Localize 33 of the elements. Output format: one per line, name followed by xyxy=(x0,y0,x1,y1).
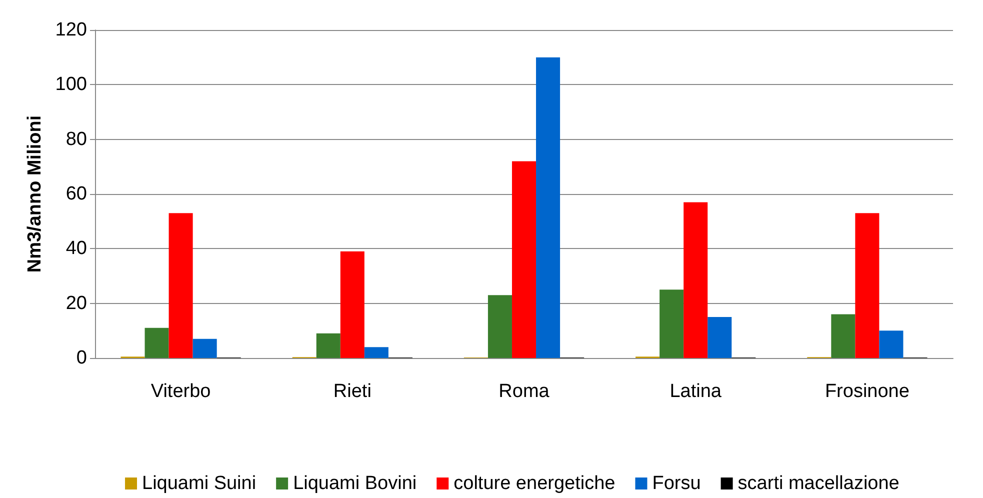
x-tick-label: Frosinone xyxy=(824,381,910,402)
bar xyxy=(192,338,217,358)
y-tick-label: 20 xyxy=(66,292,87,314)
bar xyxy=(536,57,560,358)
x-tick-label: Rieti xyxy=(333,381,372,402)
bar xyxy=(855,213,880,358)
legend-label: Liquami Suini xyxy=(142,473,256,494)
bar xyxy=(144,328,169,358)
bar xyxy=(316,333,340,358)
legend-label: Liquami Bovini xyxy=(293,473,417,494)
bar xyxy=(488,295,512,358)
x-tick-label: Latina xyxy=(670,381,722,402)
bar xyxy=(879,330,904,358)
x-tick-label: Roma xyxy=(498,381,550,402)
legend-label: Forsu xyxy=(652,473,701,494)
y-tick-label: 0 xyxy=(76,348,87,368)
bar xyxy=(512,161,536,358)
legend-label: scarti macellazione xyxy=(738,473,900,494)
y-axis-title: Nm3/anno Milioni xyxy=(24,115,46,273)
y-tick-label: 80 xyxy=(66,128,87,150)
bar xyxy=(684,202,708,358)
y-tick-label: 100 xyxy=(55,74,87,96)
x-tick-label: Viterbo xyxy=(150,381,211,402)
bar xyxy=(364,347,388,358)
bar xyxy=(168,213,193,358)
bar xyxy=(340,251,364,358)
bar xyxy=(831,314,856,358)
y-tick-label: 120 xyxy=(55,20,87,40)
bar xyxy=(708,317,732,358)
y-tick-label: 60 xyxy=(66,184,87,204)
y-tick-label: 40 xyxy=(66,238,87,260)
legend-label: colture energetiche xyxy=(454,473,616,494)
bar xyxy=(660,290,684,358)
